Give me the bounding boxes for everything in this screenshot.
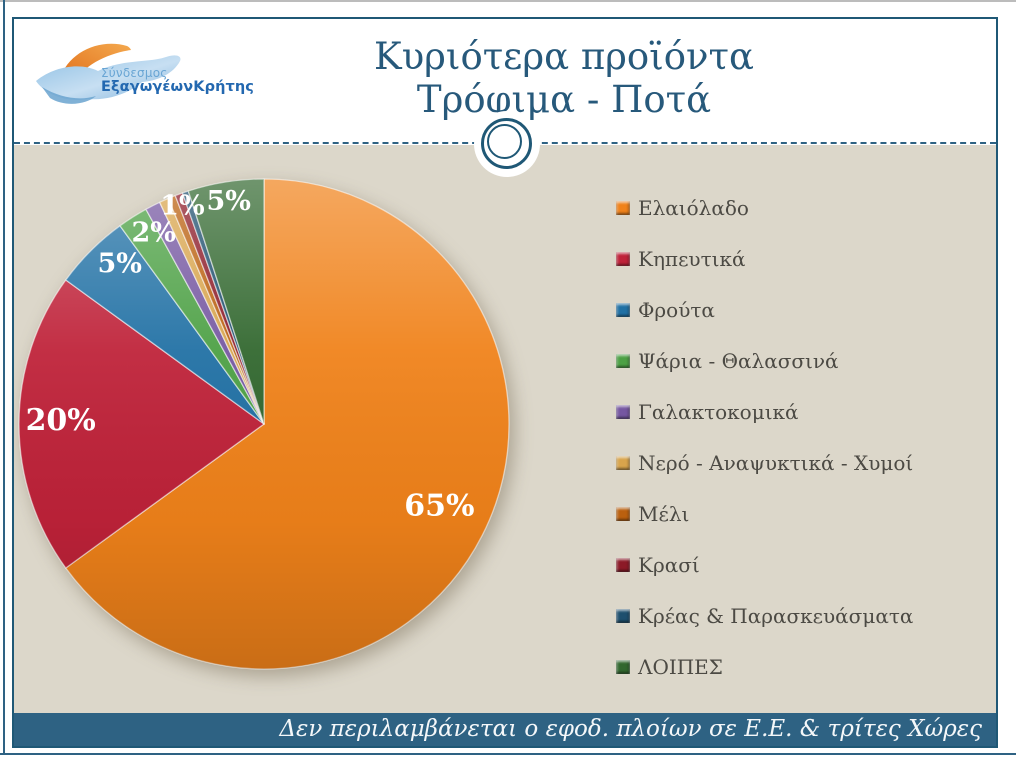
title-line2: Τρόφιμα - Ποτά [416, 78, 712, 122]
pie-data-label: 5% [206, 186, 250, 217]
legend-item: Ελαιόλαδο [616, 182, 992, 233]
header: Σύνδεσμος ΕξαγωγέωνΚρήτης Κυριότερα προϊ… [14, 19, 996, 143]
legend-label: Μέλι [638, 501, 690, 526]
bottom-edge-line [0, 753, 1016, 755]
legend-item: Κρασί [616, 539, 992, 590]
logo-text-line2a: Εξαγωγέων [101, 78, 194, 95]
legend-swatch-icon [616, 608, 630, 623]
circle-ornament-inner-ring [487, 124, 522, 159]
legend-label: ΛΟΙΠΕΣ [638, 654, 723, 679]
pie-data-label: 1% [160, 191, 204, 222]
pie-data-label: 5% [97, 248, 141, 279]
logo-bird-icon [36, 43, 181, 104]
legend-swatch-icon [616, 455, 630, 470]
legend-item: Γαλακτοκομικά [616, 386, 992, 437]
legend-swatch-icon [616, 659, 630, 674]
slide-frame: Σύνδεσμος ΕξαγωγέωνΚρήτης Κυριότερα προϊ… [12, 17, 998, 748]
legend-swatch-icon [616, 353, 630, 368]
legend-swatch-icon [616, 251, 630, 266]
pie-chart: 65%20%5%2%1% 5% [18, 178, 510, 670]
legend-label: Ψάρια - Θαλασσινά [638, 348, 839, 373]
legend-label: Κρασί [638, 552, 700, 577]
content-area: 65% 20% 5% 2% 1% 5% Ελαιόλαδο Κηπευτικά Φρούτα Ψ… [14, 145, 996, 713]
legend-label: Κηπευτικά [638, 246, 746, 271]
legend-item: Νερό - Αναψυκτικά - Χυμοί [616, 437, 992, 488]
legend-item: Φρούτα [616, 284, 992, 335]
legend-swatch-icon [616, 200, 630, 215]
slide-title: Κυριότερα προϊόντα Τρόφιμα - Ποτά [134, 35, 994, 122]
legend-swatch-icon [616, 404, 630, 419]
legend-item: Ψάρια - Θαλασσινά [616, 335, 992, 386]
pie-data-label: 65% [404, 488, 474, 523]
legend-item: ΛΟΙΠΕΣ [616, 641, 992, 692]
legend-item: Κηπευτικά [616, 233, 992, 284]
logo-text-line1: Σύνδεσμος [101, 66, 168, 80]
legend-label: Φρούτα [638, 297, 715, 322]
legend-label: Γαλακτοκομικά [638, 399, 799, 424]
logo-text-line2: ΕξαγωγέωνΚρήτης [101, 78, 254, 95]
footer-note: Δεν περιλαμβάνεται ο εφοδ. πλοίων σε Ε.Ε… [279, 716, 982, 742]
legend-swatch-icon [616, 557, 630, 572]
pie-sheen-overlay [19, 179, 509, 669]
legend-item: Κρέας & Παρασκευάσματα [616, 590, 992, 641]
legend-label: Ελαιόλαδο [638, 195, 749, 220]
footer-bar: Δεν περιλαμβάνεται ο εφοδ. πλοίων σε Ε.Ε… [14, 713, 996, 746]
logo-text-line2b: Κρήτης [193, 78, 254, 95]
legend-item: Μέλι [616, 488, 992, 539]
circle-ornament-icon [481, 118, 532, 169]
chart-legend: Ελαιόλαδο Κηπευτικά Φρούτα Ψάρια - Θαλασσιν… [616, 182, 992, 692]
legend-swatch-icon [616, 506, 630, 521]
logo: Σύνδεσμος ΕξαγωγέωνΚρήτης [30, 35, 260, 127]
left-edge-line [3, 0, 5, 754]
legend-label: Κρέας & Παρασκευάσματα [638, 603, 914, 628]
pie-data-label: 2% [131, 218, 175, 249]
pie-data-label: 20% [26, 403, 96, 438]
title-line1: Κυριότερα προϊόντα [374, 35, 754, 78]
legend-label: Νερό - Αναψυκτικά - Χυμοί [638, 450, 914, 475]
top-edge-line [0, 0, 1016, 2]
legend-swatch-icon [616, 302, 630, 317]
